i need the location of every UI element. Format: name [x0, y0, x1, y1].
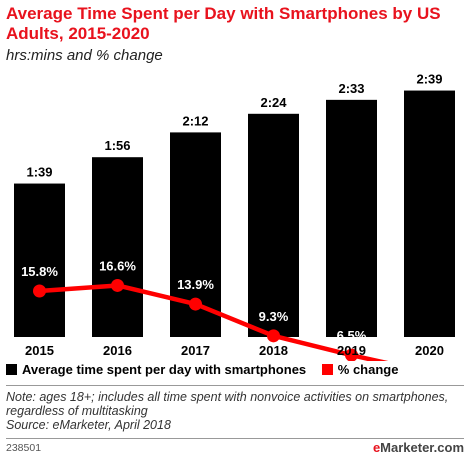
- legend-swatch-bar: [6, 364, 17, 375]
- chart-title: Average Time Spent per Day with Smartpho…: [6, 4, 441, 43]
- line-label-2018: 9.3%: [259, 309, 289, 324]
- note-text: Note: ages 18+; includes all time spent …: [6, 390, 449, 418]
- bar-2020: [404, 90, 455, 337]
- line-point-2015: [33, 284, 46, 298]
- legend-label-time: Average time spent per day with smartpho…: [22, 362, 307, 377]
- divider-bottom: [6, 438, 464, 439]
- x-tick-2016: 2016: [103, 343, 132, 358]
- legend-item-time: Average time spent per day with smartpho…: [6, 362, 306, 377]
- line-point-2017: [189, 297, 202, 311]
- bar-2019: [326, 99, 377, 337]
- line-point-2019: [345, 348, 358, 361]
- chart-plot: 1:39 1:56 2:12 2:24 2:33 2:39 15.8% 16.6% 13.9%…: [14, 72, 455, 361]
- bar-2018: [248, 113, 299, 337]
- x-tick-2019: 2019: [337, 343, 366, 358]
- x-tick-2017: 2017: [181, 343, 210, 358]
- bar-2015: [14, 183, 65, 337]
- source-text: Source: eMarketer, April 2018: [6, 418, 171, 432]
- bar-label-2016: 1:56: [104, 138, 130, 153]
- line-point-2016: [111, 278, 124, 292]
- line-label-2015: 15.8%: [21, 264, 58, 279]
- bar-label-2019: 2:33: [338, 81, 364, 96]
- legend-swatch-line: [321, 364, 333, 375]
- footer: 238501 eMarketer.com: [6, 440, 464, 455]
- notes: Note: ages 18+; includes all time spent …: [6, 390, 464, 432]
- line-label-2020: 4.0%: [415, 345, 445, 360]
- x-tick-2018: 2018: [259, 343, 288, 358]
- legend: Average time spent per day with smartpho…: [6, 362, 410, 378]
- bar-label-2017: 2:12: [182, 113, 208, 128]
- brand-logo: eMarketer.com: [372, 440, 464, 455]
- x-tick-2015: 2015: [25, 343, 54, 358]
- legend-item-change: % change: [321, 362, 399, 377]
- line-point-2018: [267, 329, 280, 343]
- chart-id: 238501: [6, 442, 42, 454]
- line-series-change: [39, 283, 389, 361]
- line-label-2019: 6.5%: [337, 328, 367, 343]
- legend-label-change: % change: [337, 362, 399, 377]
- x-tick-2020: 2020: [415, 343, 444, 358]
- line-label-2017: 13.9%: [177, 277, 214, 292]
- bar-label-2018: 2:24: [260, 95, 287, 110]
- bar-label-2015: 1:39: [26, 165, 52, 180]
- divider-top: [6, 385, 464, 386]
- bar-label-2020: 2:39: [416, 72, 442, 87]
- line-label-2016: 16.6%: [99, 258, 136, 273]
- bar-2016: [92, 157, 143, 337]
- chart-subtitle: hrs:mins and % change: [6, 47, 163, 64]
